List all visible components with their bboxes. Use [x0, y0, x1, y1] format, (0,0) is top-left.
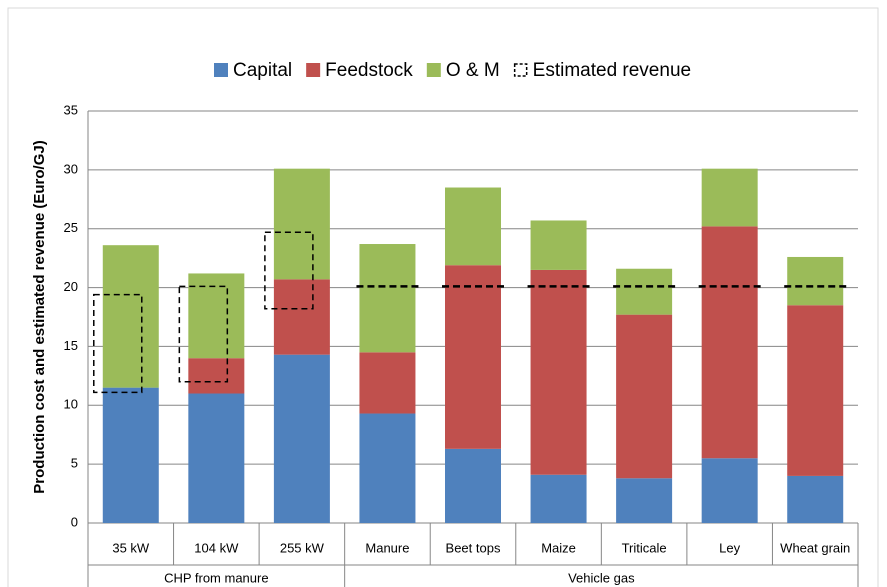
legend-swatch	[306, 63, 321, 77]
group-label: Vehicle gas	[568, 570, 635, 585]
x-tick-label: 35 kW	[112, 540, 150, 555]
x-tick-label: 104 kW	[194, 540, 239, 555]
bar-segment	[188, 273, 245, 359]
bar-segment	[359, 352, 416, 414]
x-tick-label: Manure	[365, 540, 409, 555]
bar-segment	[102, 245, 159, 388]
bar-segment	[787, 256, 844, 306]
bar-segment	[701, 458, 758, 523]
legend-label: Feedstock	[325, 60, 413, 81]
y-tick-label: 25	[64, 220, 78, 235]
x-tick-label: 255 kW	[280, 540, 325, 555]
y-tick-label: 20	[64, 279, 78, 294]
bar-segment	[787, 305, 844, 476]
legend-label: O & M	[446, 60, 500, 81]
bar-segment	[273, 354, 330, 523]
bar-segment	[701, 168, 758, 227]
y-tick-label: 5	[71, 456, 78, 471]
bar-segment	[530, 220, 587, 270]
bar-segment	[787, 475, 844, 523]
bar-segment	[102, 387, 159, 523]
y-tick-label: 15	[64, 338, 78, 353]
x-tick-label: Wheat grain	[780, 540, 850, 555]
bar-segment	[616, 478, 673, 523]
bar-segment	[616, 268, 673, 315]
bar-segment	[445, 187, 501, 266]
x-tick-label: Triticale	[622, 540, 667, 555]
group-label: CHP from manure	[164, 570, 269, 585]
bar-segment	[616, 314, 673, 479]
legend-swatch	[426, 63, 441, 77]
bar-segment	[188, 393, 245, 523]
bar-segment	[445, 448, 501, 523]
legend-swatch	[513, 63, 528, 77]
y-tick-label: 10	[64, 397, 78, 412]
bar-segment	[530, 474, 587, 523]
y-tick-label: 30	[64, 161, 78, 176]
bar-segment	[445, 265, 501, 449]
bar-segment	[530, 269, 587, 475]
y-axis-title: Production cost and estimated revenue (E…	[31, 140, 48, 493]
revenue-range	[93, 293, 143, 394]
x-tick-label: Beet tops	[446, 540, 501, 555]
bar-segment	[701, 226, 758, 459]
legend-swatch	[214, 63, 228, 77]
y-tick-label: 0	[71, 514, 78, 529]
bar-segment	[273, 279, 330, 355]
x-tick-label: Maize	[541, 540, 576, 555]
bar-segment	[188, 358, 245, 394]
bar-segment	[273, 168, 330, 280]
legend-label: Estimated revenue	[533, 60, 691, 81]
bar-segment	[359, 244, 416, 353]
revenue-range	[264, 231, 314, 310]
y-tick-label: 35	[64, 102, 78, 117]
revenue-range	[178, 285, 229, 383]
legend-label: Capital	[233, 60, 292, 81]
x-tick-label: Ley	[719, 540, 740, 555]
bar-segment	[359, 413, 416, 523]
